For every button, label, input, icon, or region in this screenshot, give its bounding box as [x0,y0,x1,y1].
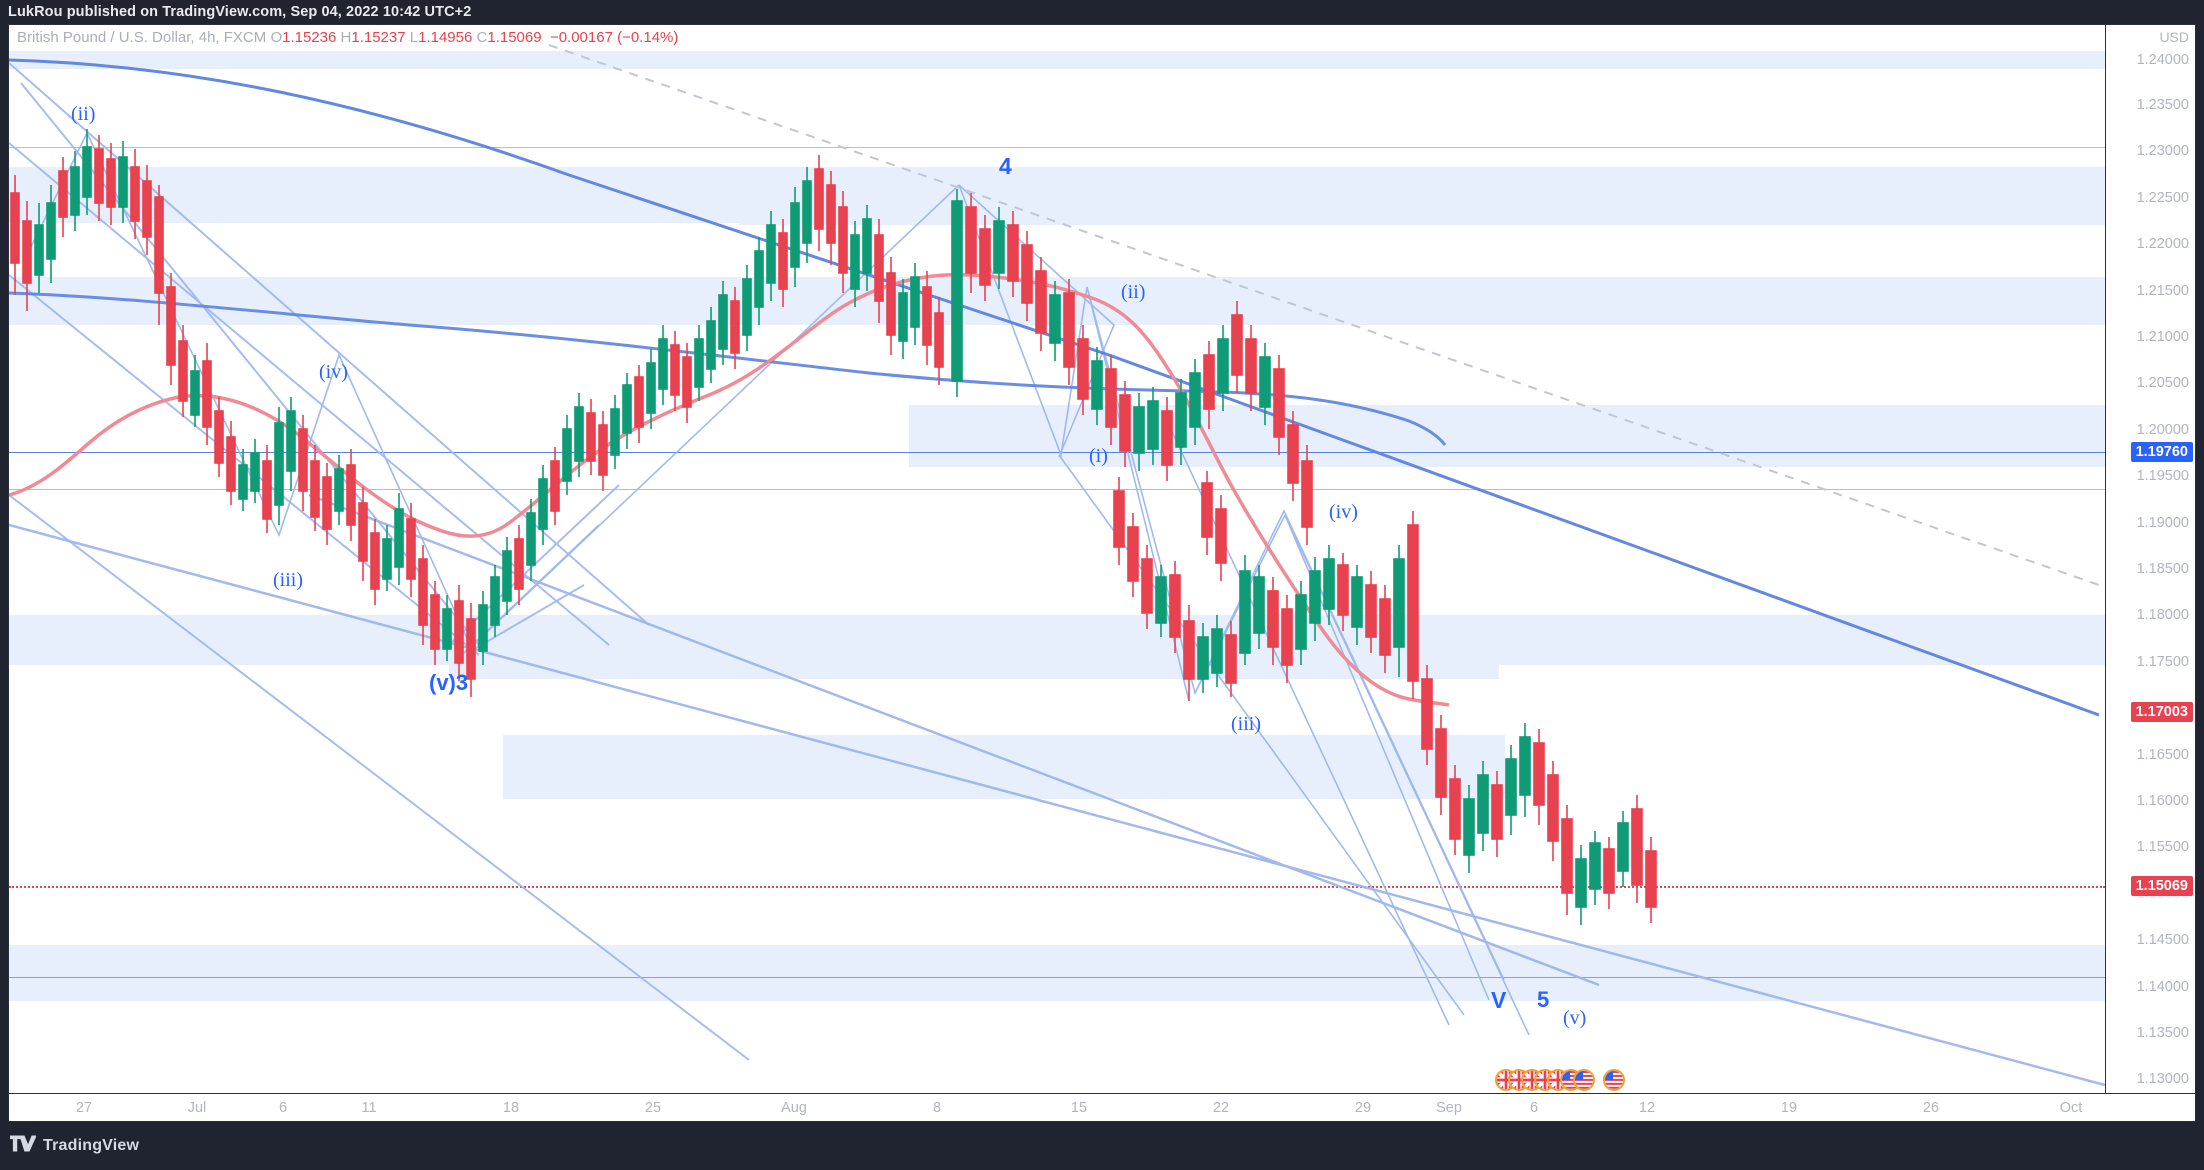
wave-label-iii-1: (iii) [273,569,303,591]
time-tick: 8 [932,1100,942,1116]
wave-label-V: V [1491,987,1507,1013]
price-tick: 1.17500 [2136,654,2189,670]
blue-price-badge[interactable]: 1.19760 [2130,442,2193,462]
chart-frame[interactable]: (ii) (iv) (iii) (v)3 4 (ii) (i) (iv) (ii… [8,24,2196,1122]
price-tick: 1.19500 [2136,468,2189,484]
zone-band [9,51,2105,69]
price-tick: 1.15500 [2136,839,2189,855]
economic-event-markers[interactable] [1495,1069,1625,1091]
price-axis[interactable]: USD 1.24000 1.23500 1.23000 1.22500 1.22… [2105,25,2195,1095]
wave-label-iv-2: (iv) [1329,501,1358,523]
chart-plot-area[interactable]: (ii) (iv) (iii) (v)3 4 (ii) (i) (iv) (ii… [9,25,2105,1095]
time-tick: Aug [781,1100,807,1116]
wave-label-iv-1: (iv) [319,361,348,383]
wave-label-i: (i) [1089,445,1108,467]
time-tick: 11 [361,1100,377,1116]
time-tick: 25 [644,1100,662,1116]
chart-vector-layer [9,44,2105,1087]
green-reference-line [9,147,2105,148]
tradingview-logo-icon [10,1135,37,1157]
time-tick: 18 [502,1100,520,1116]
time-tick: 27 [75,1100,93,1116]
price-tick: 1.22000 [2136,236,2189,252]
wave-label-5: 5 [1537,987,1550,1012]
price-tick: 1.18500 [2136,561,2189,577]
price-tick: 1.19000 [2136,515,2189,531]
price-tick: 1.16500 [2136,747,2189,763]
time-tick: 29 [1354,1100,1372,1116]
us-flag-icon[interactable] [1603,1069,1625,1091]
publisher-text: LukRou published on TradingView.com, Sep… [8,4,472,20]
price-tick: 1.14500 [2136,932,2189,948]
price-tick: 1.20500 [2136,375,2189,391]
wave-label-4: 4 [999,153,1012,179]
gray-reference-line [9,977,2105,978]
time-tick: 19 [1780,1100,1798,1116]
price-tick: 1.14000 [2136,979,2189,995]
price-tick: 1.13000 [2136,1071,2189,1087]
price-tick: 1.13500 [2136,1025,2189,1041]
price-tick: 1.21000 [2136,329,2189,345]
brand-name: TradingView [43,1137,140,1154]
time-tick: 12 [1638,1100,1656,1116]
price-tick: 1.22500 [2136,190,2189,206]
price-tick: 1.18000 [2136,607,2189,623]
time-tick: 6 [278,1100,288,1116]
wave-label-ii-2: (ii) [1121,281,1146,303]
last-price-dotted-line [9,886,2105,888]
wave-label-v3: (v)3 [429,670,469,695]
price-tick: 1.20000 [2136,422,2189,438]
time-tick: Oct [2059,1100,2083,1116]
publisher-bar: LukRou published on TradingView.com, Sep… [0,0,2204,24]
wave-label-ii-1: (ii) [71,103,96,125]
wave-label-iii-2: (iii) [1231,713,1261,735]
red-reference-line [9,489,2105,490]
red-ma-badge[interactable]: 1.17003 [2130,702,2193,722]
time-tick: 15 [1070,1100,1088,1116]
time-tick: 6 [1529,1100,1539,1116]
price-tick: 1.23000 [2136,143,2189,159]
time-tick: 22 [1212,1100,1230,1116]
time-tick: 26 [1922,1100,1940,1116]
brand-bar: TradingView [0,1122,2204,1170]
zone-box [449,635,1499,679]
us-flag-icon[interactable] [1573,1069,1595,1091]
last-price-badge[interactable]: 1.15069 [2130,876,2193,896]
price-tick: 1.21500 [2136,283,2189,299]
time-axis[interactable]: 27 Jul 6 11 18 25 Aug 8 15 22 29 Sep 6 1… [9,1093,2195,1121]
price-tick: 1.23500 [2136,97,2189,113]
time-tick: Sep [1436,1100,1462,1116]
price-axis-currency: USD [2159,29,2189,45]
price-tick: 1.16000 [2136,793,2189,809]
price-tick: 1.24000 [2136,52,2189,68]
time-tick: Jul [187,1100,207,1116]
wave-label-v: (v) [1563,1007,1587,1029]
blue-price-line [9,452,2105,453]
